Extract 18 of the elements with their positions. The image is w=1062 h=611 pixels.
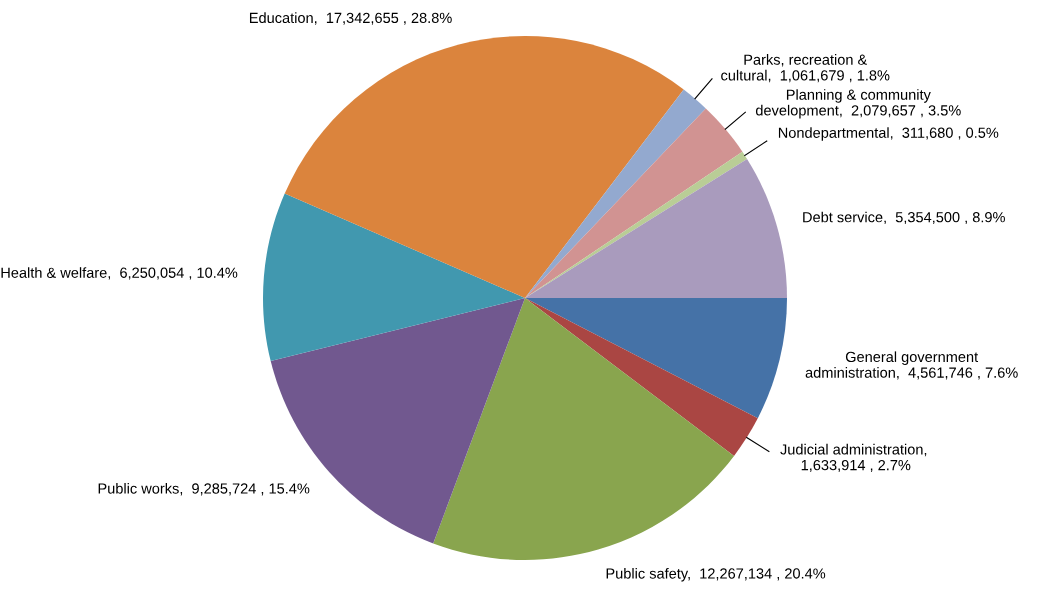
pie-slice <box>525 108 743 298</box>
slice-label: Public safety, 12,267,134 , 20.4% <box>606 567 826 582</box>
slice-label: General government administration, 4,561,746 , 7.6% <box>805 351 1018 380</box>
pie-slice <box>525 298 787 419</box>
slice-label: Parks, recreation & cultural, 1,061,679 , 1.8% <box>721 54 890 83</box>
pie-slice <box>525 158 787 298</box>
slice-label: Judicial administration, 1,633,914 , 2.7% <box>780 443 927 473</box>
pie-slice <box>433 298 735 560</box>
pie-slice <box>270 298 525 544</box>
pie-slice <box>284 36 684 298</box>
pie-slice <box>263 193 525 362</box>
slice-label: Health & welfare, 6,250,054 , 10.4% <box>1 267 238 280</box>
slice-label: Public works, 9,285,724 , 15.4% <box>98 482 310 496</box>
slice-label: Debt service, 5,354,500 , 8.9% <box>803 211 1005 225</box>
slice-label: Planning & community development, 2,079,657 , 3.5% <box>755 89 961 119</box>
pie-slice <box>525 298 758 456</box>
slice-label: Education, 17,342,655 , 28.8% <box>249 12 452 25</box>
slice-label: Nondepartmental, 311,680 , 0.5% <box>778 127 999 141</box>
